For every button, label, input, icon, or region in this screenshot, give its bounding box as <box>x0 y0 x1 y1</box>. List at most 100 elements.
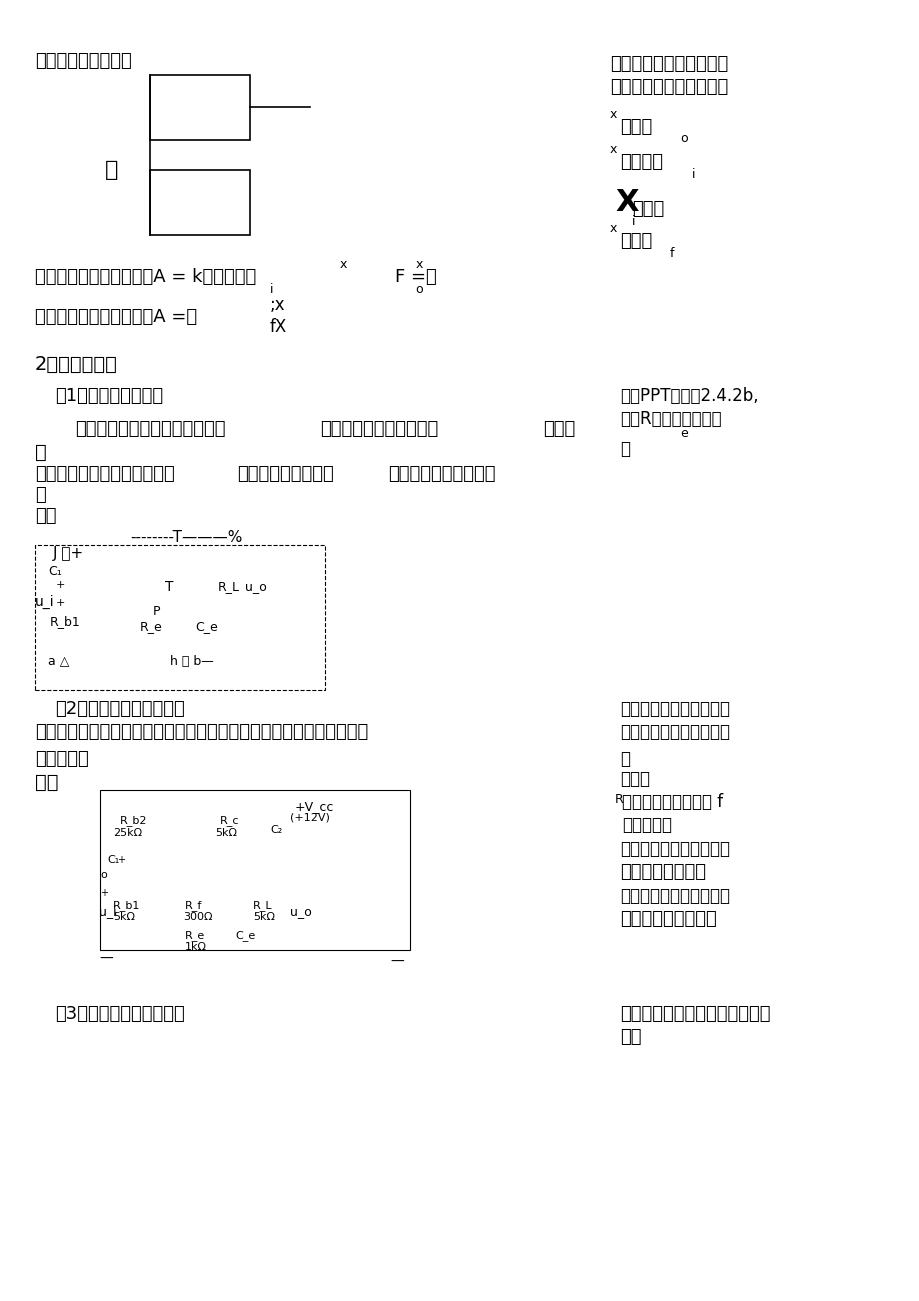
Text: C_e: C_e <box>234 930 255 941</box>
Text: o: o <box>414 284 422 297</box>
Text: o: o <box>100 870 107 879</box>
Bar <box>150 170 250 235</box>
Text: R_e: R_e <box>185 930 205 941</box>
Bar <box>100 790 410 950</box>
Text: u_i: u_i <box>35 595 54 609</box>
Text: 利用PPT演示图2.4.2b,: 利用PPT演示图2.4.2b, <box>619 386 758 405</box>
Text: 输入量: 输入量 <box>631 200 664 219</box>
Text: —: — <box>390 955 403 969</box>
Text: 的为负: 的为负 <box>542 420 574 438</box>
Text: —: — <box>99 952 113 967</box>
Text: +: + <box>56 598 65 608</box>
Text: 八、、: 八、、 <box>619 770 650 788</box>
Text: (+12V): (+12V) <box>289 812 330 822</box>
Text: x: x <box>609 108 617 121</box>
Text: C₂: C₂ <box>269 825 282 835</box>
Text: 馈）: 馈） <box>619 1028 641 1046</box>
Text: ;x: ;x <box>269 297 285 314</box>
Text: F =产: F =产 <box>394 268 437 286</box>
Text: 结果使净输入量减小: 结果使净输入量减小 <box>237 464 334 483</box>
Text: x: x <box>609 143 617 156</box>
Text: u_i: u_i <box>99 905 117 919</box>
Text: 25kΩ: 25kΩ <box>113 827 142 838</box>
Text: 反馈量: 反馈量 <box>619 232 652 250</box>
Text: 重温R引入的负反馈作: 重温R引入的负反馈作 <box>619 410 720 428</box>
Text: （1）正反馈和负反馈: （1）正反馈和负反馈 <box>55 386 163 405</box>
Text: e: e <box>679 427 687 440</box>
Text: fX: fX <box>269 317 287 336</box>
Text: R_L: R_L <box>253 900 272 911</box>
Text: R_e: R_e <box>140 621 163 634</box>
Text: 响输入，称为反馈。: 响输入，称为反馈。 <box>35 52 131 70</box>
Text: 交流反馈，: 交流反馈， <box>621 816 671 834</box>
Text: 改善放大电路的性能: 改善放大电路的性能 <box>619 909 716 928</box>
Text: 上既有直流反馈也有 f: 上既有直流反馈也有 f <box>621 794 722 811</box>
Text: （重点研究级间反馈或称总体反: （重点研究级间反馈或称总体反 <box>619 1004 770 1023</box>
Text: 1kΩ: 1kΩ <box>185 942 207 952</box>
Text: 5kΩ: 5kΩ <box>215 827 237 838</box>
Text: C₁: C₁ <box>48 565 62 578</box>
Text: 300Ω: 300Ω <box>183 912 212 922</box>
Text: i: i <box>691 168 695 181</box>
Text: x: x <box>415 258 423 271</box>
Text: 的为负反馈，否则为正: 的为负反馈，否则为正 <box>388 464 495 483</box>
Text: x: x <box>340 258 347 271</box>
Text: 正: 正 <box>35 487 46 503</box>
Text: o: o <box>679 131 686 144</box>
Text: x: x <box>609 222 617 235</box>
Text: 用: 用 <box>619 440 630 458</box>
Text: f: f <box>669 247 674 260</box>
Text: 放大信号，反馈网络的主: 放大信号，反馈网络的主 <box>609 55 728 73</box>
Text: 反: 反 <box>35 444 47 462</box>
Text: R_b2: R_b2 <box>119 814 147 826</box>
Text: +: + <box>56 580 65 589</box>
Text: 稳定静态工作点；: 稳定静态工作点； <box>619 863 705 881</box>
Text: 5kΩ: 5kΩ <box>113 912 135 922</box>
Text: +: + <box>117 855 125 865</box>
Text: R_b1: R_b1 <box>50 615 81 628</box>
Text: R: R <box>614 794 623 807</box>
Text: （2）直流反馈和交流反馈: （2）直流反馈和交流反馈 <box>55 700 185 718</box>
Text: 直流反馈的作用主要用于: 直流反馈的作用主要用于 <box>619 700 729 718</box>
Text: --------T———%: --------T———% <box>130 530 242 545</box>
Text: P: P <box>153 605 160 618</box>
Text: h 占 b—: h 占 b— <box>170 654 213 667</box>
Text: i: i <box>631 215 635 228</box>
Text: 占: 占 <box>619 749 630 768</box>
Text: 结果使输出量的变化减小: 结果使输出量的变化减小 <box>320 420 437 438</box>
Text: 基本放大电路的放大倍数A = k；反馈系数: 基本放大电路的放大倍数A = k；反馈系数 <box>35 268 256 286</box>
Text: u_o: u_o <box>244 580 267 593</box>
Text: 静输入量: 静输入量 <box>619 154 663 170</box>
Text: 反馈: 反馈 <box>35 507 56 526</box>
Text: 爲: 爲 <box>105 160 119 180</box>
Text: 馈，否则为正反馈；凡反馈的: 馈，否则为正反馈；凡反馈的 <box>35 464 175 483</box>
Text: a △: a △ <box>48 654 69 667</box>
Text: 稳定放大电路的静态工作: 稳定放大电路的静态工作 <box>619 723 729 742</box>
Text: 馈。: 馈。 <box>35 773 59 792</box>
Text: 5kΩ: 5kΩ <box>253 912 275 922</box>
Text: R_f: R_f <box>185 900 202 911</box>
Bar <box>150 75 250 141</box>
Text: R_c: R_c <box>220 814 239 826</box>
Text: +V_cc: +V_cc <box>295 800 334 813</box>
Text: X: X <box>614 189 638 217</box>
Text: +: + <box>100 889 108 898</box>
Text: R_b1: R_b1 <box>113 900 141 911</box>
Text: 输出量: 输出量 <box>619 118 652 137</box>
Text: i: i <box>269 284 273 297</box>
Text: 引入交流负反馈的目的：: 引入交流负反馈的目的： <box>619 887 729 905</box>
Text: 反馈放大电路的放大倍数A =广: 反馈放大电路的放大倍数A =广 <box>35 308 197 327</box>
Text: 仅在直流通路中存在的反馈称为直流反馈，仅在交流通路中存在的反馈: 仅在直流通路中存在的反馈称为直流反馈，仅在交流通路中存在的反馈 <box>35 723 368 742</box>
Text: T: T <box>165 580 174 595</box>
Text: C₁: C₁ <box>107 855 119 865</box>
Text: 引入直流负反馈的目的：: 引入直流负反馈的目的： <box>619 840 729 857</box>
Text: J 虞+: J 虞+ <box>53 546 85 561</box>
Text: 要功能为传输反馈信号。: 要功能为传输反馈信号。 <box>609 78 728 96</box>
Text: 从反馈的结果来判断，凡反馈的: 从反馈的结果来判断，凡反馈的 <box>75 420 225 438</box>
Text: R_L: R_L <box>218 580 240 593</box>
Text: u_o: u_o <box>289 905 312 919</box>
Text: （3）局部反馈和级间反馈: （3）局部反馈和级间反馈 <box>55 1004 185 1023</box>
Bar <box>35 545 324 690</box>
Text: 称为交流反: 称为交流反 <box>35 749 88 768</box>
Text: C_e: C_e <box>195 621 218 634</box>
